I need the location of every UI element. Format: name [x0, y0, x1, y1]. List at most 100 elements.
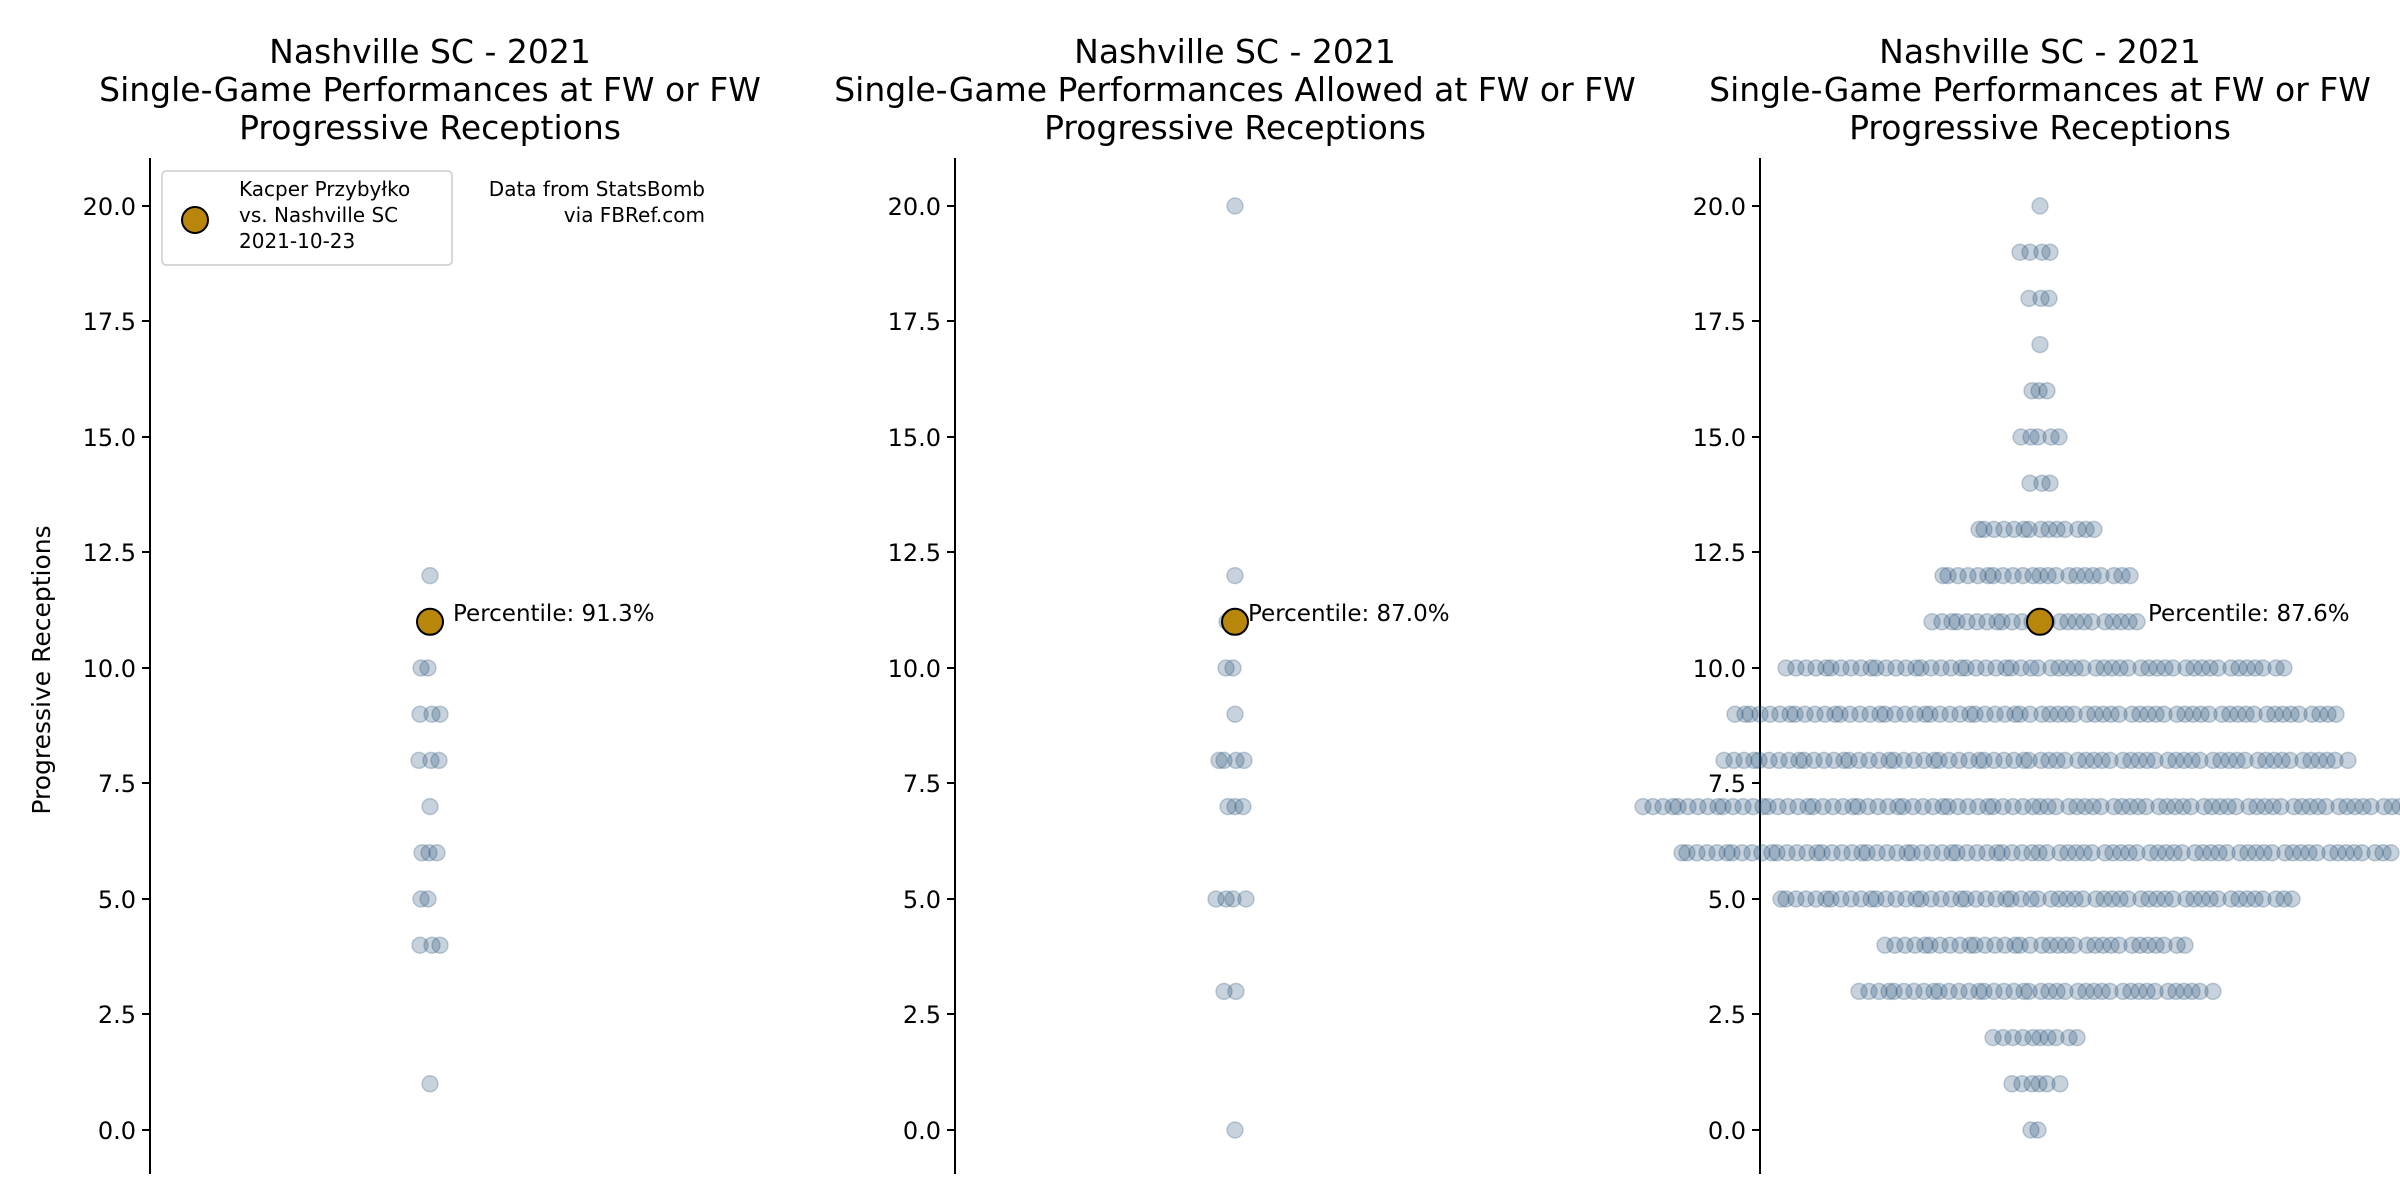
data-point [1984, 1028, 2002, 1047]
data-point [1912, 659, 1930, 677]
data-point [1950, 982, 1968, 1001]
data-point [1714, 797, 1732, 816]
panel-3-title-line-3: Progressive Receptions [1849, 108, 2231, 147]
data-point [1914, 797, 1932, 816]
data-point [2114, 751, 2132, 770]
data-point [2075, 844, 2093, 862]
data-point [2024, 1028, 2042, 1047]
data-point [1724, 797, 1742, 816]
data-point [2039, 1028, 2057, 1047]
data-point [2047, 566, 2065, 585]
data-point [2210, 844, 2228, 862]
y-tick: 20.0 [83, 193, 150, 221]
data-point [1975, 520, 1993, 539]
data-point [1207, 890, 1225, 908]
data-point [2078, 705, 2096, 723]
data-point [2182, 797, 2200, 816]
data-point [2093, 982, 2111, 1001]
data-point [2246, 659, 2264, 677]
data-point [2022, 1121, 2040, 1139]
data-point [2048, 751, 2066, 770]
data-point [2122, 982, 2140, 1001]
data-point [410, 751, 428, 770]
data-point [2131, 705, 2149, 723]
data-point [1905, 751, 1923, 770]
data-point [2266, 705, 2284, 723]
data-point [1933, 844, 1951, 862]
y-tick-label: 2.5 [98, 1001, 136, 1029]
data-point [2228, 751, 2246, 770]
data-point [2023, 382, 2041, 400]
data-point [1871, 705, 1889, 723]
data-point [2014, 797, 2032, 816]
data-point [1826, 705, 1844, 723]
data-point [2031, 1028, 2049, 1047]
data-point [1986, 705, 2004, 723]
data-point [2114, 982, 2132, 1001]
data-point [1879, 797, 1897, 816]
data-point [2120, 844, 2138, 862]
y-tick: 15.0 [888, 424, 955, 452]
data-point [1968, 844, 1986, 862]
data-point [1966, 705, 1984, 723]
y-tick: 7.5 [98, 770, 150, 798]
data-point [1887, 659, 1905, 677]
data-point [2011, 243, 2029, 261]
data-point [1780, 751, 1798, 770]
data-point [2282, 705, 2300, 723]
data-point [2168, 705, 2186, 723]
data-point [2138, 982, 2156, 1001]
data-point [413, 844, 431, 862]
y-tick: 0.0 [903, 1117, 955, 1145]
data-point [2193, 890, 2211, 908]
data-point [1913, 844, 1931, 862]
data-point [2056, 520, 2074, 539]
data-point [2077, 520, 2095, 539]
data-point [1975, 982, 1993, 1001]
data-point [1978, 844, 1996, 862]
data-point [1915, 751, 1933, 770]
data-point [2085, 520, 2103, 539]
data-point [2375, 797, 2393, 816]
data-point [412, 890, 430, 908]
data-point [2004, 797, 2022, 816]
y-tick-label: 5.0 [1708, 886, 1746, 914]
data-point [1678, 844, 1696, 862]
data-point [2058, 659, 2076, 677]
data-point [2086, 705, 2104, 723]
data-point [2275, 890, 2293, 908]
y-tick: 5.0 [903, 886, 955, 914]
data-point [1673, 844, 1691, 862]
data-point [1907, 659, 1925, 677]
data-point [1916, 705, 1934, 723]
data-point [421, 797, 439, 816]
data-point [1840, 751, 1858, 770]
data-point [1843, 844, 1861, 862]
data-point [2021, 474, 2039, 492]
data-point [2006, 936, 2024, 954]
data-point [2256, 797, 2274, 816]
data-point [1237, 890, 1255, 908]
data-point [2085, 751, 2103, 770]
data-point [1778, 844, 1796, 862]
data-point [2276, 844, 2294, 862]
data-point [1817, 659, 1835, 677]
data-point [2255, 844, 2273, 862]
data-point [1790, 751, 1808, 770]
data-point [1797, 890, 1815, 908]
data-point [1788, 844, 1806, 862]
data-point [1781, 705, 1799, 723]
y-tick: 10.0 [83, 655, 150, 683]
data-point [2183, 751, 2201, 770]
data-point [2149, 844, 2167, 862]
data-point [2146, 982, 2164, 1001]
data-point [2059, 844, 2077, 862]
y-tick-label: 20.0 [1693, 193, 1746, 221]
data-point [1750, 751, 1768, 770]
data-point [1808, 844, 1826, 862]
data-point [1976, 936, 1994, 954]
data-point [2083, 844, 2101, 862]
data-point [2092, 797, 2110, 816]
data-point [2041, 474, 2059, 492]
data-point [2068, 1028, 2086, 1047]
